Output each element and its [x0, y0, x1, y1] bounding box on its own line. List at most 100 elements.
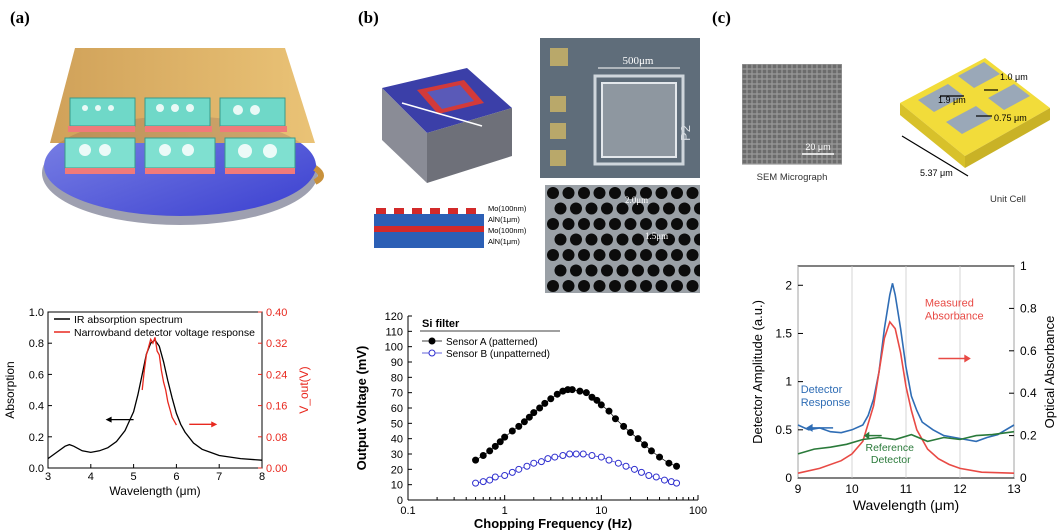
hole	[632, 202, 644, 215]
data-point	[568, 386, 576, 394]
y2-tick-label: 1	[1020, 259, 1027, 273]
hole	[655, 249, 668, 261]
y2-axis-label: V_out(V)	[297, 366, 311, 413]
y-tick-label: 0	[785, 471, 792, 485]
x-axis-label: Wavelength (μm)	[853, 497, 959, 513]
hole	[624, 187, 637, 199]
hole	[593, 280, 606, 292]
data-point	[622, 462, 630, 470]
data-point	[486, 447, 494, 455]
annotation-arrowhead-2	[211, 421, 218, 428]
annotation-line: Absorbance	[925, 310, 984, 322]
data-point	[641, 441, 649, 449]
data-point	[572, 450, 580, 458]
hole	[554, 233, 567, 246]
data-point	[665, 459, 673, 467]
hole	[562, 187, 575, 199]
hole	[554, 264, 567, 277]
y-tick-label: 0.8	[29, 338, 44, 350]
hole	[632, 264, 644, 277]
y-tick-label: 10	[391, 480, 403, 492]
data-point	[566, 450, 574, 458]
hole-array-sem: 2.0μm 1.5μm	[545, 185, 700, 293]
chip-micrograph: 500μm P2	[540, 38, 700, 178]
layer-label-bottom-aln: AlN(1μm)	[488, 237, 520, 246]
annotation-reference: Reference Detector	[866, 442, 915, 466]
series-line-2	[141, 337, 177, 426]
data-point	[479, 452, 487, 460]
x-axis-label: Chopping Frequency (Hz)	[474, 516, 632, 530]
data-point	[626, 429, 634, 437]
chip-3d-illustration	[382, 68, 512, 183]
x-tick-label: 1	[502, 505, 508, 517]
legend-label: Narrowband detector voltage response	[74, 327, 255, 339]
hole	[663, 202, 675, 215]
data-point	[547, 395, 555, 403]
detector-array-illustration	[42, 48, 324, 225]
hole	[678, 264, 691, 277]
x-tick-label: 10	[845, 482, 859, 496]
annotation-arrowhead-detector	[806, 423, 813, 432]
annotation-line: Detector	[801, 384, 843, 396]
y2-tick-label: 0.32	[266, 338, 287, 350]
hole	[671, 249, 683, 261]
hole	[640, 280, 652, 292]
x-tick-label: 0.1	[400, 505, 415, 517]
y-tick-label: 40	[391, 434, 403, 446]
y-tick-label: 1.0	[29, 307, 44, 319]
hole	[562, 280, 575, 292]
hole	[593, 249, 606, 261]
annotation-arrowhead-1	[105, 416, 112, 423]
y-tick-label: 20	[391, 464, 403, 476]
unit-cell-caption: Unit Cell	[990, 194, 1026, 205]
data-point	[544, 455, 552, 463]
y-axis-label: Output Voltage (mV)	[354, 346, 369, 471]
micrograph-tag: P2	[678, 125, 693, 141]
hole	[671, 218, 683, 230]
legend-label: IR absorption spectrum	[74, 314, 183, 326]
data-point	[660, 476, 668, 484]
x-tick-label: 7	[216, 471, 222, 483]
data-point	[611, 415, 619, 423]
hole	[547, 218, 559, 230]
hole	[578, 249, 590, 261]
y-tick-label: 1	[785, 375, 792, 389]
data-point	[553, 390, 561, 398]
y2-tick-label: 0.08	[266, 432, 287, 444]
y2-tick-label: 0.2	[1020, 429, 1037, 443]
hole	[609, 187, 621, 199]
data-point	[673, 479, 681, 487]
hole	[686, 280, 699, 292]
data-point	[508, 427, 516, 435]
hole	[547, 187, 559, 199]
hole	[624, 249, 637, 261]
data-point	[645, 471, 653, 479]
chart-a: 3 4 5 6 7 8 0.0 0.2 0.4 0.6 0.8 1.0 0.00 0.08 0.16 0.24…	[3, 307, 311, 498]
hole	[663, 264, 675, 277]
hole	[609, 218, 621, 230]
y2-tick-label: 0.00	[266, 463, 287, 475]
annotation-arrowhead-reference	[863, 431, 870, 440]
legend-label: Sensor A (patterned)	[446, 337, 538, 348]
y-tick-label: 0.2	[29, 432, 44, 444]
unit-cell-illustration: 1.9 μm 1.0 μm 0.75 μm 5.37 μm Unit Cell	[900, 58, 1050, 205]
hole	[578, 187, 590, 199]
y-axis-label: Detector Amplitude (a.u.)	[750, 300, 765, 444]
data-point	[673, 462, 681, 470]
data-point	[582, 389, 590, 397]
hole	[547, 280, 559, 292]
data-point	[501, 433, 509, 441]
hole	[686, 187, 699, 199]
y-tick-label: 60	[391, 403, 403, 415]
y-tick-label: 110	[385, 326, 403, 338]
series-line-1	[47, 339, 263, 461]
legend-title: Si filter	[422, 318, 460, 330]
unit-dim-gap: 1.9 μm	[938, 95, 966, 105]
hole	[678, 202, 691, 215]
hole	[601, 264, 613, 277]
layer-label-bottom-mo: Mo(100nm)	[488, 226, 527, 235]
chart-b: 0.1 1 10 1000102030405060708090100110120Cho…	[354, 311, 707, 530]
y2-tick-label: 0.40	[266, 307, 287, 319]
sem-caption: SEM Micrograph	[757, 172, 828, 182]
data-point	[530, 409, 538, 417]
